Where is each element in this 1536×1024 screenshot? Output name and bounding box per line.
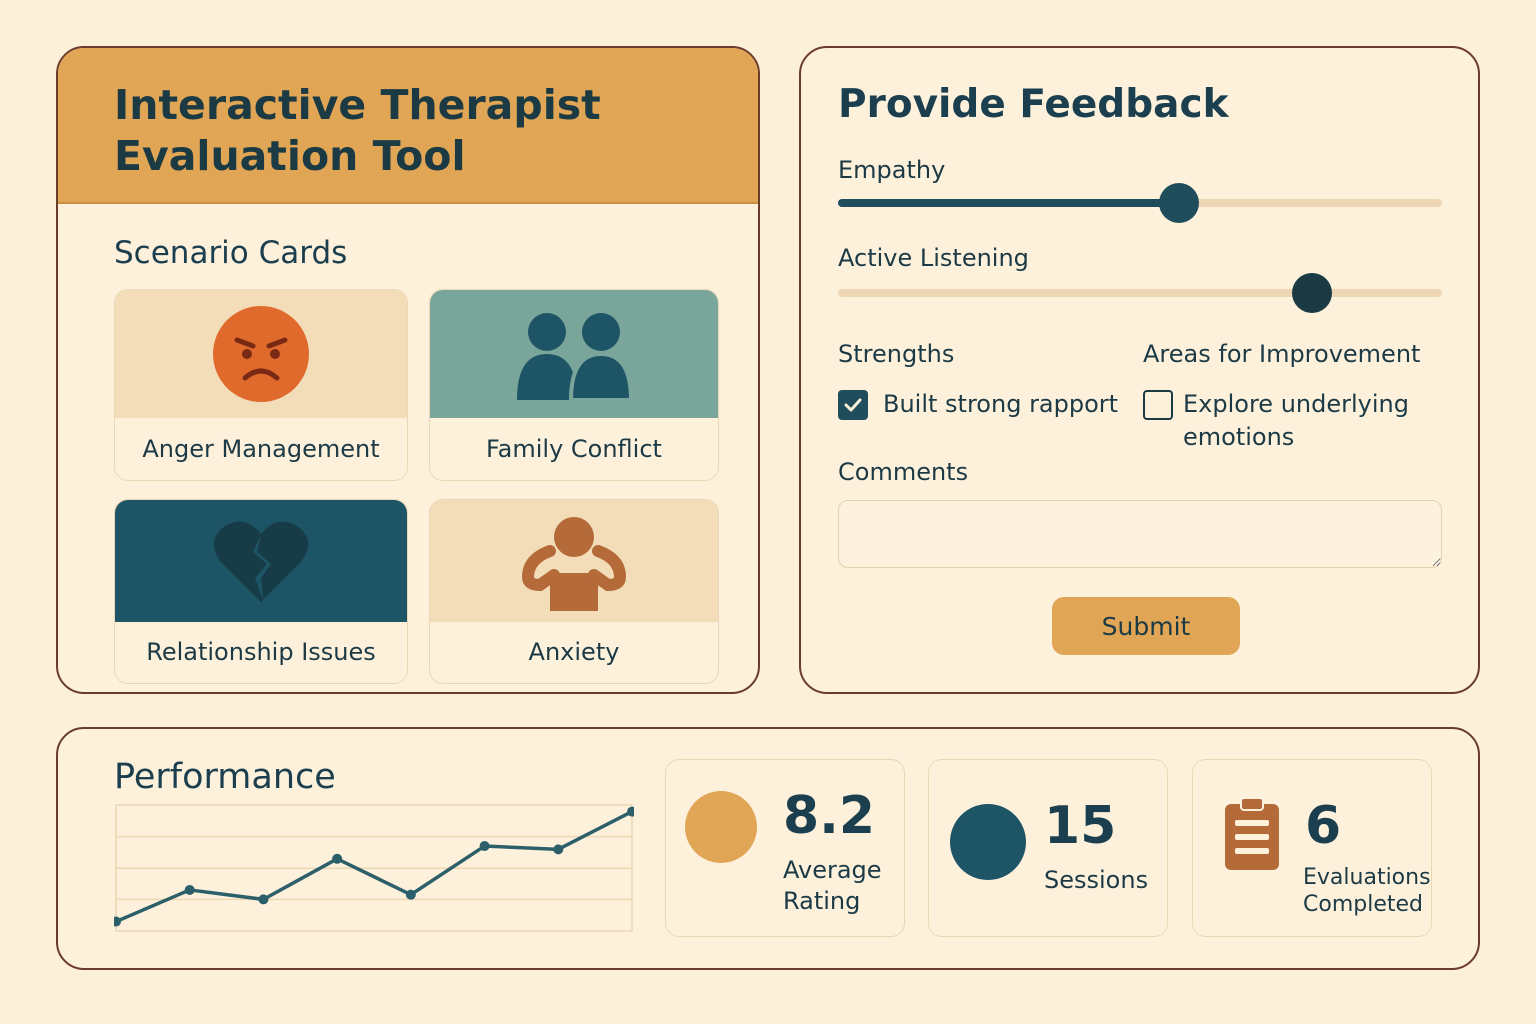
scenario-card-anxiety[interactable]: Anxiety — [429, 499, 719, 684]
angry-face-icon — [213, 306, 309, 402]
teal-circle-icon — [950, 804, 1026, 880]
feedback-panel: Provide Feedback Empathy Active Listenin… — [799, 46, 1480, 694]
feedback-title: Provide Feedback — [838, 82, 1229, 127]
data-point — [114, 916, 121, 927]
clipboard-icon — [1225, 797, 1279, 870]
data-point — [553, 844, 564, 855]
performance-panel: Performance 8.2 Average Rating 15 Sessio… — [56, 727, 1480, 970]
improvement-title: Areas for Improvement — [1143, 340, 1421, 368]
empathy-slider[interactable] — [838, 183, 1442, 223]
anxious-person-icon — [521, 517, 627, 611]
active-listening-slider[interactable] — [838, 273, 1442, 313]
series-line — [115, 810, 633, 924]
broken-heart-icon — [213, 521, 309, 602]
slider-fill — [838, 199, 1180, 207]
rapport-checkbox[interactable] — [838, 390, 868, 420]
evaluations-label-line2: Completed — [1303, 892, 1423, 917]
empathy-label: Empathy — [838, 156, 946, 184]
card-art — [115, 290, 407, 418]
evaluations-value: 6 — [1305, 796, 1342, 856]
scenario-card-anger-management[interactable]: Anger Management — [114, 289, 408, 481]
card-label: Relationship Issues — [146, 638, 376, 666]
evaluations-card: 6 Evaluations Completed — [1192, 759, 1432, 937]
sessions-label: Sessions — [1044, 866, 1149, 894]
comments-input[interactable] — [838, 500, 1442, 568]
card-art — [115, 500, 407, 622]
header-bar: Interactive Therapist Evaluation Tool — [58, 48, 758, 204]
performance-line-chart — [114, 804, 634, 932]
checkmark-icon — [844, 398, 862, 412]
explore-emotions-label-line2: emotions — [1183, 423, 1295, 451]
card-label: Family Conflict — [486, 435, 662, 463]
strengths-title: Strengths — [838, 340, 955, 368]
evaluations-label-line1: Evaluations — [1303, 865, 1431, 890]
data-point — [405, 889, 416, 900]
data-point — [627, 806, 634, 817]
average-rating-value: 8.2 — [783, 786, 876, 846]
scenario-panel: Interactive Therapist Evaluation Tool Sc… — [56, 46, 760, 694]
rapport-label: Built strong rapport — [883, 390, 1119, 418]
scenario-card-family-conflict[interactable]: Family Conflict — [429, 289, 719, 481]
card-label: Anxiety — [528, 638, 620, 666]
average-rating-card: 8.2 Average Rating — [665, 759, 905, 937]
data-point — [258, 894, 269, 905]
data-point — [332, 853, 343, 864]
slider-thumb[interactable] — [1292, 273, 1333, 313]
scenario-card-relationship-issues[interactable]: Relationship Issues — [114, 499, 408, 684]
card-art — [430, 500, 718, 622]
card-label: Anger Management — [142, 435, 380, 463]
average-rating-label-line1: Average — [783, 856, 882, 884]
scenario-cards-title: Scenario Cards — [114, 235, 348, 271]
data-point — [184, 884, 195, 895]
sessions-value: 15 — [1044, 796, 1117, 856]
data-point — [479, 841, 490, 852]
explore-emotions-checkbox[interactable] — [1143, 390, 1173, 420]
slider-thumb[interactable] — [1159, 183, 1200, 223]
app-title: Interactive Therapist Evaluation Tool — [114, 81, 601, 180]
explore-emotions-label-line1: Explore underlying — [1183, 390, 1409, 418]
slider-fill — [838, 289, 1312, 297]
card-art — [430, 290, 718, 418]
family-icon — [517, 313, 634, 402]
performance-title: Performance — [114, 757, 336, 797]
sessions-card: 15 Sessions — [928, 759, 1168, 937]
average-rating-label-line2: Rating — [783, 887, 861, 915]
submit-button[interactable]: Submit — [1052, 597, 1240, 655]
comments-label: Comments — [838, 458, 969, 486]
orange-circle-icon — [685, 791, 757, 863]
active-listening-label: Active Listening — [838, 244, 1029, 272]
